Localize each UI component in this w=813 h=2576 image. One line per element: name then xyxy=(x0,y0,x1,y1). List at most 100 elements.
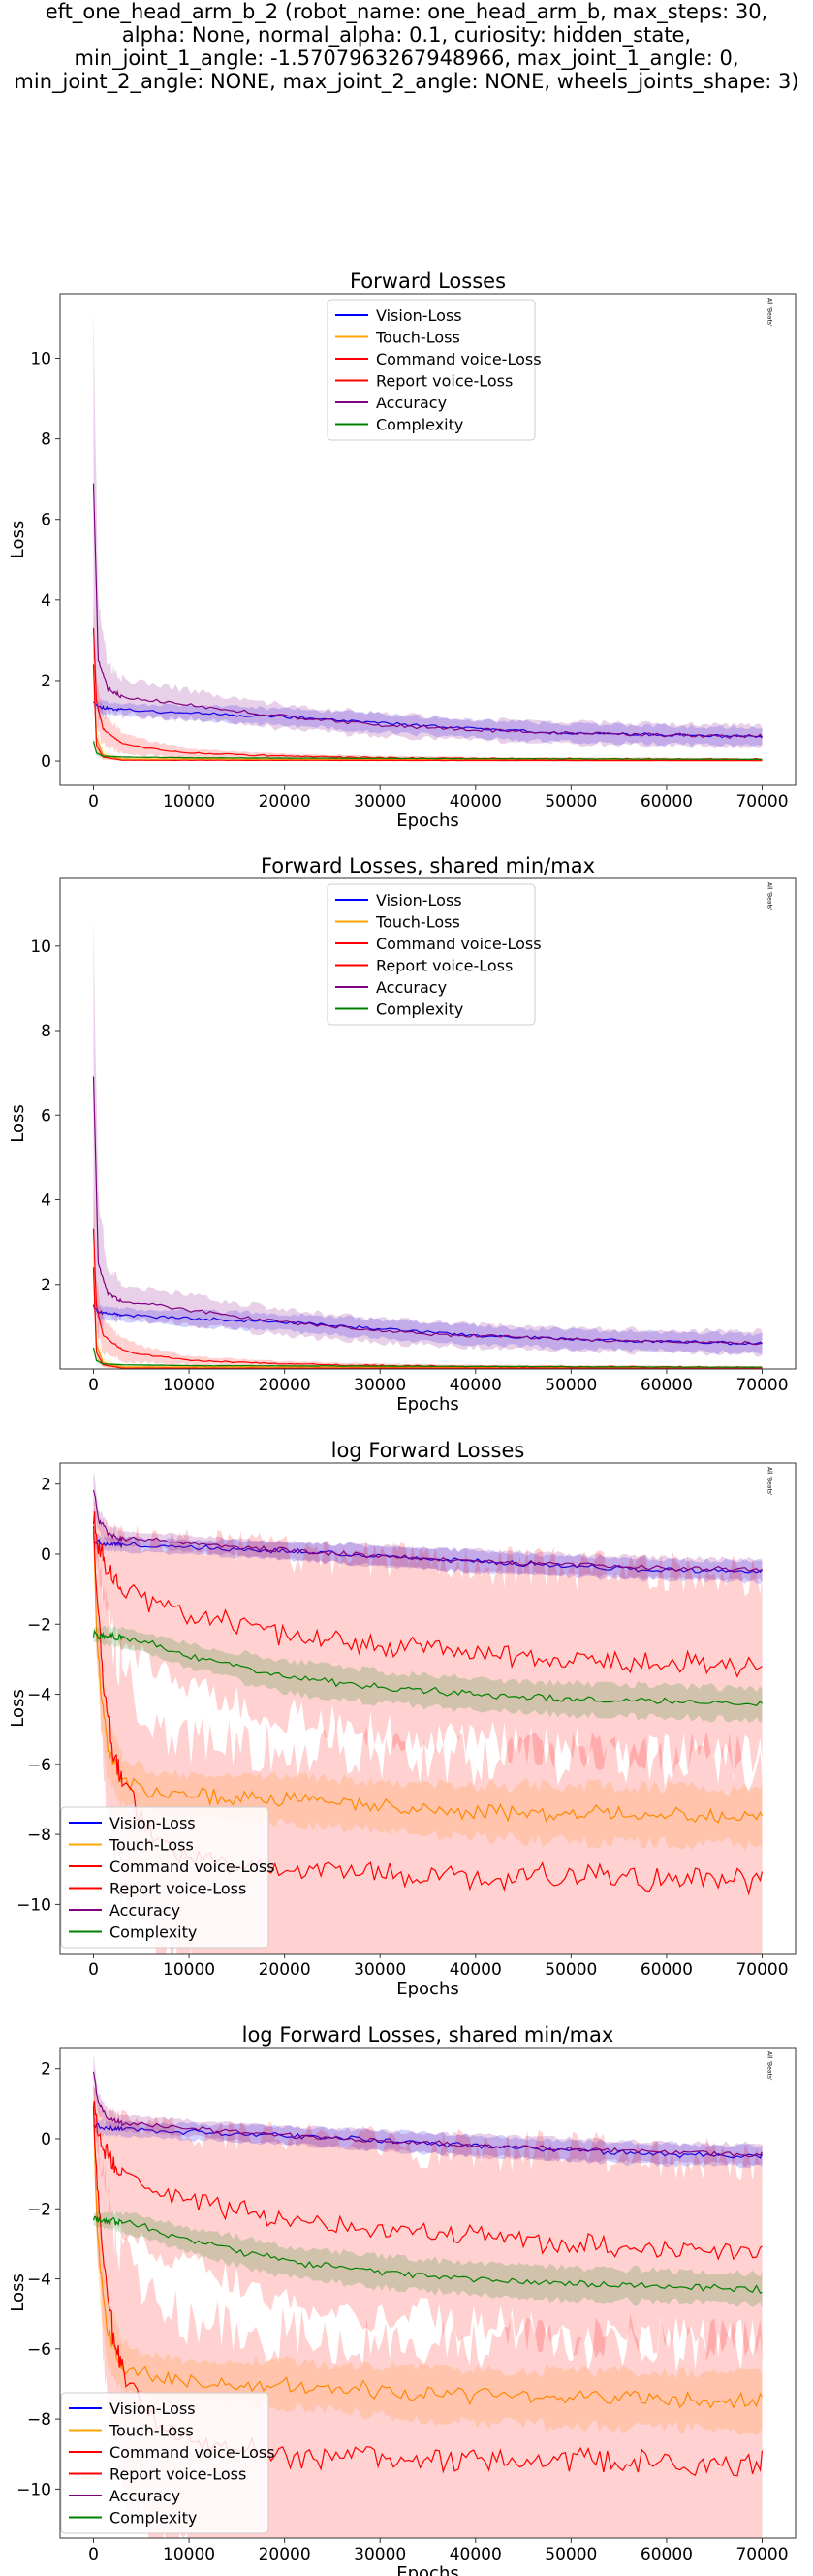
x-tick-label: 0 xyxy=(88,792,99,811)
y-tick-label: 0 xyxy=(41,2130,51,2149)
x-tick-label: 20000 xyxy=(259,1960,311,1980)
x-tick-label: 30000 xyxy=(354,2545,406,2564)
series-line-report-voice-loss xyxy=(92,1525,764,1896)
y-tick-label: −6 xyxy=(27,1756,51,1775)
plot-frame xyxy=(59,1462,797,1955)
x-tick-label: 60000 xyxy=(641,1376,693,1395)
x-tick-label: 40000 xyxy=(450,2545,502,2564)
y-tick-label: 4 xyxy=(41,591,51,611)
x-tick-label: 30000 xyxy=(354,792,406,811)
series-line-accuracy xyxy=(92,1489,764,1574)
x-tick-label: 60000 xyxy=(641,1960,693,1980)
x-tick-label: 40000 xyxy=(450,1960,502,1980)
series-line-vision-loss xyxy=(92,1304,763,1346)
series-band-accuracy xyxy=(93,1473,763,1583)
x-tick-label: 50000 xyxy=(545,1376,597,1395)
y-tick-label: 0 xyxy=(41,1545,51,1565)
figure-title: eft_one_head_arm_b_2 (robot_name: one_he… xyxy=(0,0,813,93)
legend-label: Command voice-Loss xyxy=(109,2443,275,2462)
y-tick-label: −10 xyxy=(16,2480,51,2499)
legend-label: Command voice-Loss xyxy=(376,350,542,368)
legend-label: Touch-Loss xyxy=(109,2422,194,2440)
x-tick-label: 70000 xyxy=(735,1960,788,1980)
series-band-accuracy xyxy=(93,306,763,749)
series-line-accuracy xyxy=(92,2071,764,2158)
legend-label: Touch-Loss xyxy=(109,1836,194,1855)
legend-label: Accuracy xyxy=(109,2487,180,2505)
series-line-accuracy xyxy=(92,1076,763,1346)
y-tick-label: −2 xyxy=(27,2200,51,2219)
x-tick-label: 40000 xyxy=(450,1376,502,1395)
series-band-vision-loss xyxy=(93,694,763,748)
series-line-command-voice-loss xyxy=(92,2100,763,2261)
y-tick-label: −8 xyxy=(27,2410,51,2430)
y-tick-label: 2 xyxy=(41,1276,51,1295)
legend-label: Report voice-Loss xyxy=(376,957,513,975)
series-line-accuracy xyxy=(92,483,763,740)
x-axis-label: Epochs xyxy=(396,1394,459,1415)
y-tick-label: 6 xyxy=(41,1106,51,1126)
series-band-accuracy xyxy=(93,916,763,1357)
series-band-complexity xyxy=(93,1625,763,1724)
plot-frame xyxy=(59,293,797,786)
chart-title: log Forward Losses xyxy=(331,1439,525,1462)
plot-frame xyxy=(59,2047,797,2539)
legend-label: Complexity xyxy=(376,1001,463,1019)
series-band-command-voice-loss xyxy=(93,597,763,761)
series-band-touch-loss xyxy=(93,1511,763,1852)
beats-marker-label: All 'Beats' xyxy=(766,882,772,911)
legend-label: Accuracy xyxy=(109,1901,180,1920)
legend-label: Complexity xyxy=(109,1924,197,1942)
legend-label: Report voice-Loss xyxy=(109,2465,246,2484)
x-tick-label: 50000 xyxy=(545,792,597,811)
legend-label: Vision-Loss xyxy=(109,1814,196,1832)
series-band-vision-loss xyxy=(93,2115,763,2169)
figure-title-line: eft_one_head_arm_b_2 (robot_name: one_he… xyxy=(45,0,768,23)
y-tick-label: 8 xyxy=(41,430,51,450)
legend-label: Accuracy xyxy=(376,978,447,997)
chart-2: All 'Beats' 0 10000 20000 30000 40000 50000 600… xyxy=(8,854,797,1415)
chart-title: log Forward Losses, shared min/max xyxy=(242,2023,614,2047)
series-line-touch-loss xyxy=(92,1531,764,1824)
legend-label: Command voice-Loss xyxy=(109,1858,275,1876)
series-band-vision-loss xyxy=(93,1300,763,1355)
legend-label: Complexity xyxy=(376,416,463,434)
legend-box xyxy=(60,2392,269,2534)
x-tick-label: 0 xyxy=(88,1960,99,1980)
y-tick-label: 6 xyxy=(41,511,51,530)
y-axis-label: Loss xyxy=(8,2274,28,2311)
x-tick-label: 0 xyxy=(88,1376,99,1395)
legend-label: Vision-Loss xyxy=(109,2400,196,2418)
y-tick-label: 8 xyxy=(41,1022,51,1041)
series-line-command-voice-loss xyxy=(92,1511,763,1678)
series-band-command-voice-loss xyxy=(93,1498,763,1776)
series-line-complexity xyxy=(92,741,763,761)
x-tick-label: 50000 xyxy=(545,1960,597,1980)
y-axis-label: Loss xyxy=(8,1689,28,1727)
x-tick-label: 20000 xyxy=(259,792,311,811)
x-tick-label: 50000 xyxy=(545,2545,597,2564)
x-tick-label: 20000 xyxy=(259,1376,311,1395)
beats-marker-label: All 'Beats' xyxy=(766,1467,772,1496)
x-tick-label: 10000 xyxy=(163,1960,215,1980)
series-line-report-voice-loss xyxy=(92,664,763,762)
y-tick-label: 4 xyxy=(41,1192,51,1211)
y-tick-label: 10 xyxy=(30,938,51,957)
chart-title: Forward Losses xyxy=(350,270,506,293)
legend-label: Report voice-Loss xyxy=(109,1880,246,1898)
beats-marker-label: All 'Beats' xyxy=(766,298,772,327)
legend-label: Vision-Loss xyxy=(376,306,462,325)
legend-label: Touch-Loss xyxy=(375,329,460,347)
legend-label: Vision-Loss xyxy=(376,891,462,909)
legend-label: Complexity xyxy=(109,2509,197,2528)
series-line-vision-loss xyxy=(93,701,763,739)
y-tick-label: −6 xyxy=(27,2340,51,2360)
x-tick-label: 60000 xyxy=(641,792,693,811)
y-tick-label: −4 xyxy=(27,2271,51,2290)
x-tick-label: 30000 xyxy=(354,1376,406,1395)
x-tick-label: 70000 xyxy=(735,2545,788,2564)
series-band-accuracy xyxy=(93,2051,763,2168)
y-tick-label: 2 xyxy=(41,672,51,691)
y-tick-label: −8 xyxy=(27,1826,51,1845)
